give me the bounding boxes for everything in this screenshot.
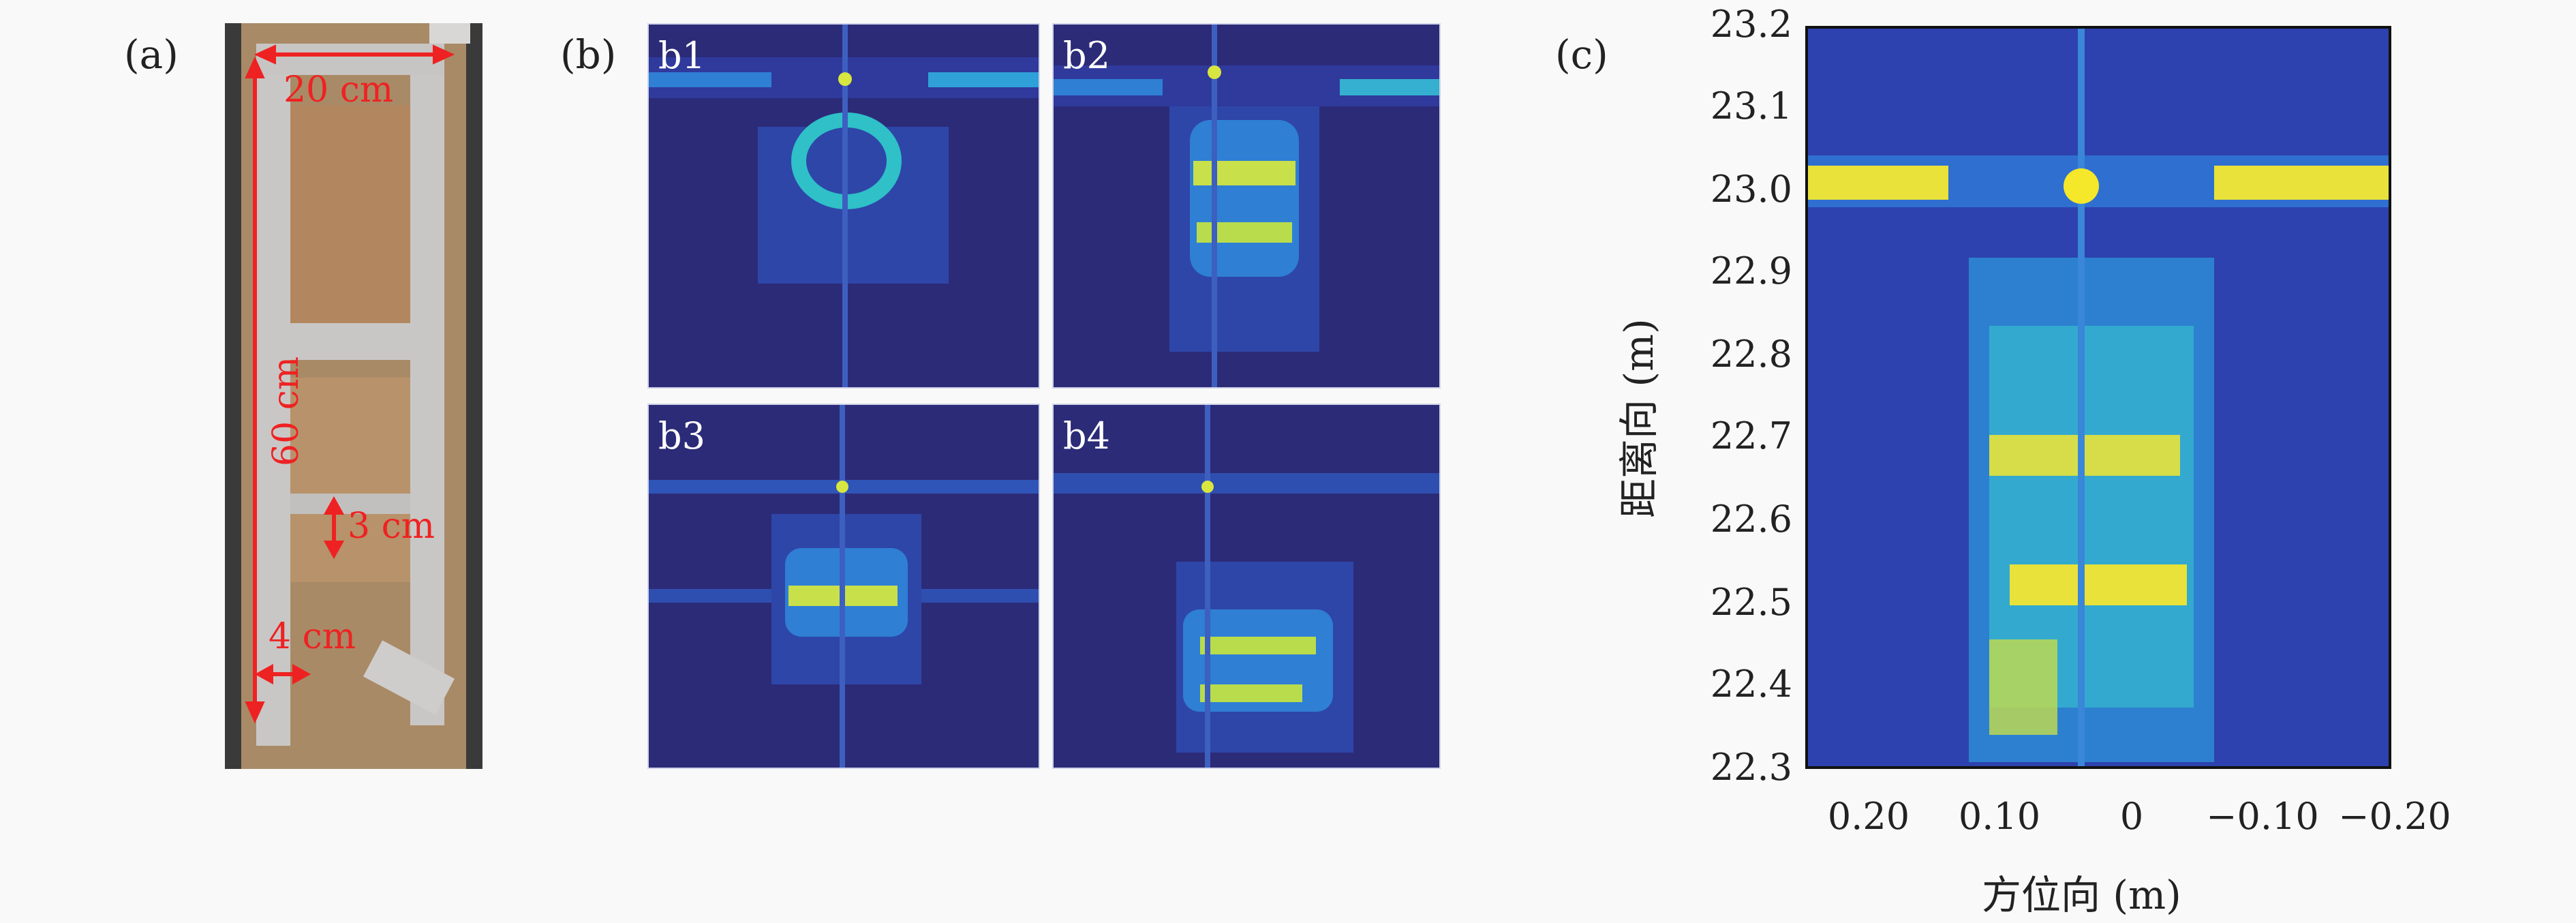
sar-tile-b1: b1 [647,23,1040,389]
bar-annotation: 4 cm [269,616,356,657]
y-tick-label: 22.8 [1710,333,1792,376]
sar-tile-b2-image [1054,25,1439,387]
sar-tile-b4: b4 [1052,404,1441,769]
tile-b1-label: b1 [658,34,705,77]
gap-annotation: 3 cm [348,506,435,547]
y-tick-label: 22.6 [1710,498,1792,541]
height-annotation: 60 cm [266,356,307,466]
y-tick-label: 23.0 [1710,168,1792,211]
x-tick-label: −0.20 [2338,795,2451,838]
width-annotation: 20 cm [283,70,394,110]
y-tick-label: 22.4 [1710,663,1792,706]
tile-b3-label: b3 [658,414,705,457]
ladder-photo-graphic [241,23,470,769]
plot-border [1805,26,2391,769]
x-tick-label: 0.20 [1827,795,1910,838]
ladder-photo: 20 cm 60 cm 3 cm 4 cm [225,23,482,769]
x-tick-label: 0.10 [1958,795,2041,838]
y-tick-label: 22.3 [1710,746,1792,789]
y-tick-label: 23.2 [1710,3,1792,46]
tile-b4-label: b4 [1063,414,1110,457]
sar-tile-b3-image [649,405,1039,768]
y-tick-label: 22.9 [1710,249,1792,292]
y-tick-label: 22.7 [1710,414,1792,457]
sar-tile-b2: b2 [1052,23,1441,389]
panel-b-label: (b) [560,31,617,78]
x-axis-label: 方位向 (m) [1982,872,2181,918]
sar-tile-b1-image [649,25,1039,387]
panel-c-label: (c) [1555,31,1608,78]
sar-tile-b4-image [1054,405,1439,768]
sar-heatmap-plot [1805,26,2391,769]
tile-b2-label: b2 [1063,34,1110,77]
sar-tile-b3: b3 [647,404,1040,769]
sar-heatmap-image [1805,26,2391,769]
panel-a-label: (a) [124,31,179,78]
y-tick-label: 22.5 [1710,581,1792,624]
x-tick-label: −0.10 [2206,795,2319,838]
x-tick-label: 0 [2119,795,2144,838]
y-axis-label: 距离向 (m) [1616,318,1662,518]
y-tick-label: 23.1 [1710,85,1792,127]
